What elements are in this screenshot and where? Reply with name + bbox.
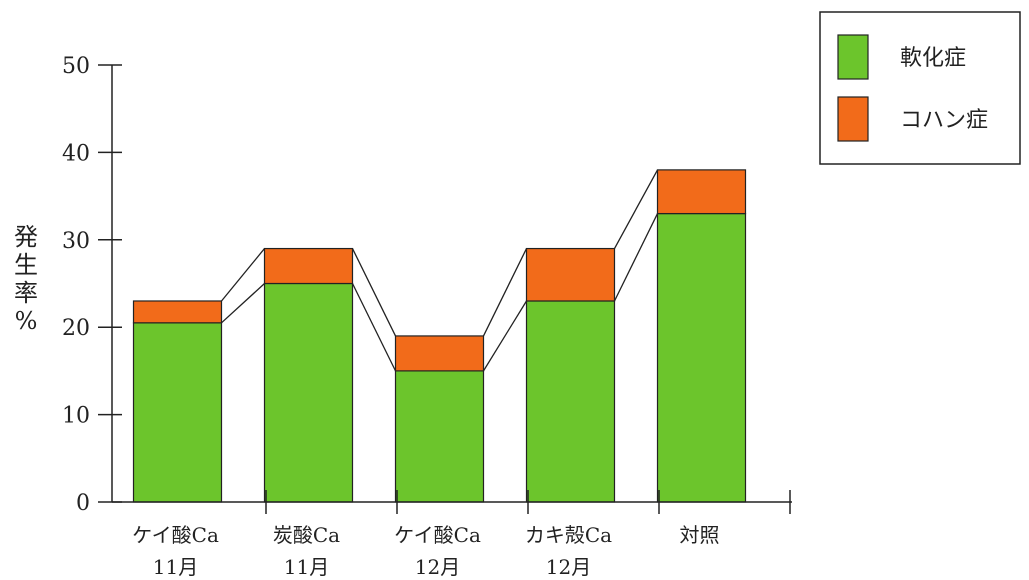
x-category-label: 12月 (415, 555, 460, 579)
y-tick-label: 0 (76, 491, 90, 516)
axes-layer (111, 65, 792, 503)
y-ticks-layer: 0 10 20 30 40 50 (62, 54, 122, 516)
bar-segment-softening (656, 212, 747, 503)
connector-line (220, 248, 266, 302)
x-category-label: 11月 (153, 555, 198, 579)
connectors-layer (220, 169, 659, 372)
x-category-label: 11月 (284, 555, 329, 579)
bar-segment-softening (525, 300, 616, 503)
legend-swatch (837, 34, 869, 80)
bar-segment-softening (263, 282, 354, 503)
bar-segment-softening (394, 370, 485, 503)
y-axis-label-char: 生 (14, 251, 38, 279)
bars-layer (132, 169, 747, 503)
y-axis-label: 発生率% (14, 223, 38, 335)
legend-label: 軟化症 (900, 46, 966, 71)
x-category-label: 対照 (680, 523, 720, 547)
connector-line (482, 248, 528, 337)
legend-label: コハン症 (900, 108, 988, 133)
x-category-label: 炭酸Ca (273, 523, 340, 547)
x-category-label: ケイ酸Ca (132, 523, 219, 547)
bar-segment-kohan (263, 247, 354, 285)
legend-swatch (837, 96, 869, 142)
y-tick-label: 50 (62, 54, 90, 79)
x-categories-layer: ケイ酸Ca 11月 炭酸Ca 11月 ケイ酸Ca 12月 カキ殻Ca 12月 対照 (132, 490, 791, 579)
connector-line (613, 213, 659, 302)
bar-segment-kohan (394, 335, 485, 372)
y-axis-label-char: % (15, 307, 38, 335)
x-category-label: ケイ酸Ca (394, 523, 481, 547)
connector-line (351, 248, 397, 337)
y-axis-label-char: 率 (14, 279, 38, 307)
x-category-label: 12月 (546, 555, 591, 579)
y-tick-label: 10 (62, 404, 90, 429)
bar-segment-softening (132, 322, 223, 503)
bar-segment-kohan (132, 300, 223, 324)
connector-line (613, 169, 659, 249)
bar-segment-kohan (525, 247, 616, 302)
y-axis-label-char: 発 (14, 223, 38, 251)
bar-segment-kohan (656, 169, 747, 215)
x-category-label: カキ殻Ca (525, 523, 612, 547)
y-tick-label: 30 (62, 229, 90, 254)
connector-line (351, 283, 397, 372)
connector-line (221, 283, 265, 324)
y-tick-label: 20 (62, 316, 90, 341)
y-tick-label: 40 (62, 141, 90, 166)
connector-line (482, 300, 528, 372)
